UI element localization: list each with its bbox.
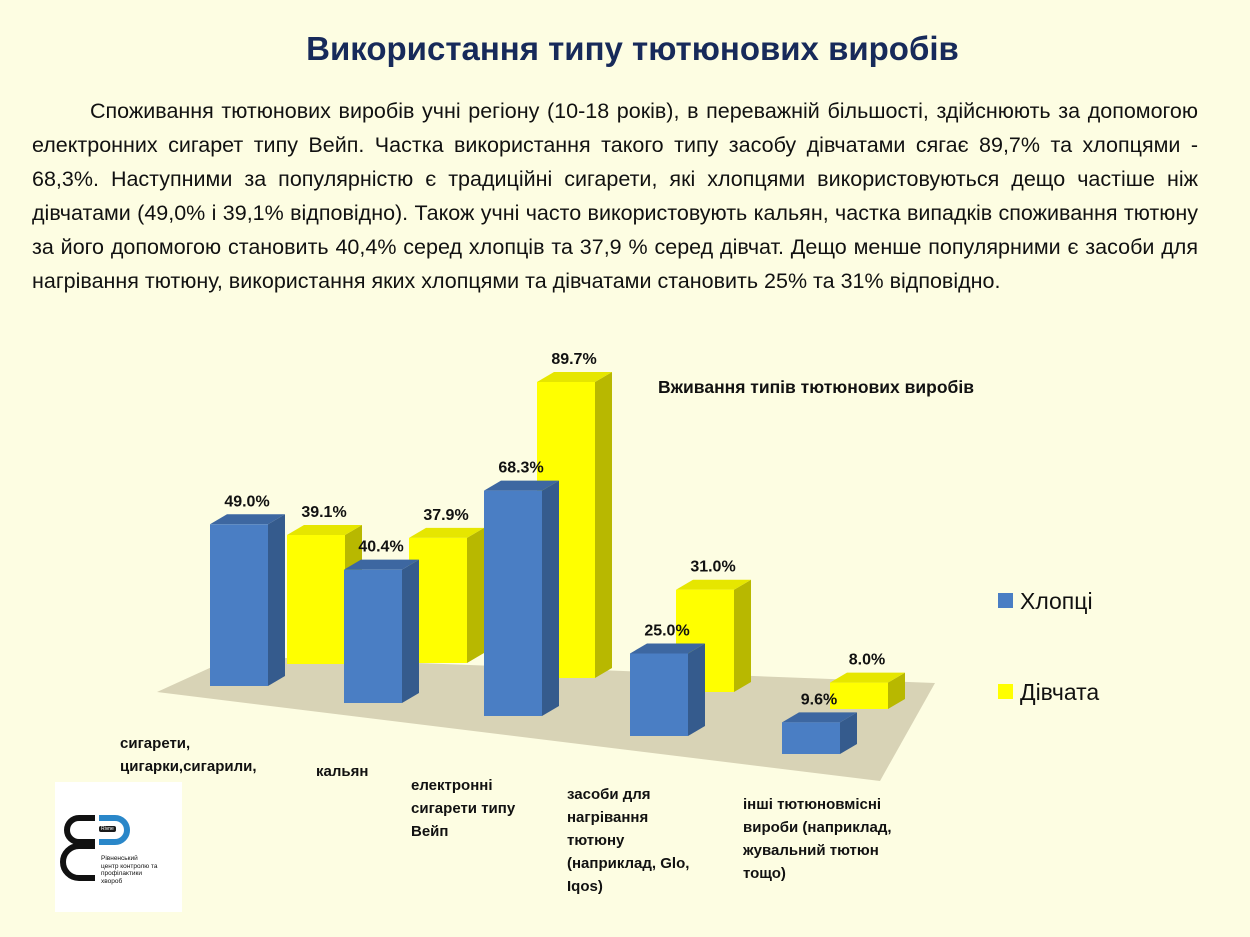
bar-front <box>830 682 888 709</box>
bar-top <box>630 643 705 654</box>
bar-side <box>542 480 559 716</box>
data-label-girls-0: 39.1% <box>301 504 346 521</box>
data-label-girls-1: 37.9% <box>423 507 468 524</box>
bar-front <box>344 569 402 703</box>
bar-boys-0 <box>210 514 285 686</box>
data-label-boys-2: 68.3% <box>498 460 543 477</box>
bar-boys-4 <box>782 712 857 754</box>
bar-top <box>537 371 612 382</box>
page-title: Використання типу тютюнових виробів <box>306 30 959 67</box>
data-label-girls-2: 89.7% <box>551 351 596 368</box>
bar-side <box>402 559 419 703</box>
summary-paragraph: Споживання тютюнових виробів учні регіон… <box>32 99 1198 293</box>
data-label-boys-1: 40.4% <box>358 539 403 556</box>
bar-top <box>484 480 559 491</box>
bar-top <box>210 514 285 525</box>
category-label-heated-tobacco: засоби для нагрівання тютюну (наприклад,… <box>567 786 690 895</box>
legend-label-girls: Дівчата <box>1020 679 1100 705</box>
organization-logo: Rivne Рівненський центр контролю та проф… <box>55 782 182 912</box>
bar-front <box>630 653 688 736</box>
legend-item-boys: Хлопці <box>998 588 1093 615</box>
legend-swatch-girls <box>998 684 1013 700</box>
logo-mark <box>60 815 130 881</box>
bar-front <box>484 490 542 716</box>
bar-boys-2 <box>484 480 559 716</box>
bar-front <box>287 534 345 664</box>
data-label-girls-3: 31.0% <box>690 559 735 576</box>
legend-label-boys: Хлопці <box>1020 588 1093 614</box>
data-label-boys-3: 25.0% <box>644 623 689 640</box>
bar-side <box>467 527 484 663</box>
bar-side <box>888 672 905 709</box>
bar-front <box>782 722 840 754</box>
legend-item-girls: Дівчата <box>998 679 1099 706</box>
legend-swatch-boys <box>998 593 1013 609</box>
chart-title: Вживання типів тютюнових виробів <box>658 377 974 397</box>
bar-top <box>830 672 905 683</box>
bar-front <box>210 524 268 686</box>
bar-side <box>268 514 285 686</box>
category-label-other: інші тютюновмісні вироби (наприклад, жув… <box>743 796 892 882</box>
bar-top <box>344 559 419 570</box>
bar-top <box>287 524 362 535</box>
data-label-girls-4: 8.0% <box>849 652 885 669</box>
logo-badge: Rivne <box>99 826 116 832</box>
category-label-hookah: кальян <box>316 763 369 780</box>
bar-side <box>595 371 612 678</box>
bar-side <box>840 712 857 754</box>
bar-side <box>734 579 751 692</box>
category-label-vape: електронні сигарети типу Вейп <box>411 777 516 840</box>
bar-side <box>688 643 705 736</box>
bar-girls-4 <box>830 672 905 709</box>
logo-text: Рівненський центр контролю та профілакти… <box>101 855 158 885</box>
data-label-boys-4: 9.6% <box>801 691 837 708</box>
bar-top <box>676 579 751 590</box>
bar-boys-3 <box>630 643 705 736</box>
bar-top <box>782 712 857 723</box>
bar-boys-1 <box>344 559 419 703</box>
bar-girls-1 <box>409 527 484 663</box>
bar-top <box>409 527 484 538</box>
data-label-boys-0: 49.0% <box>224 493 269 510</box>
